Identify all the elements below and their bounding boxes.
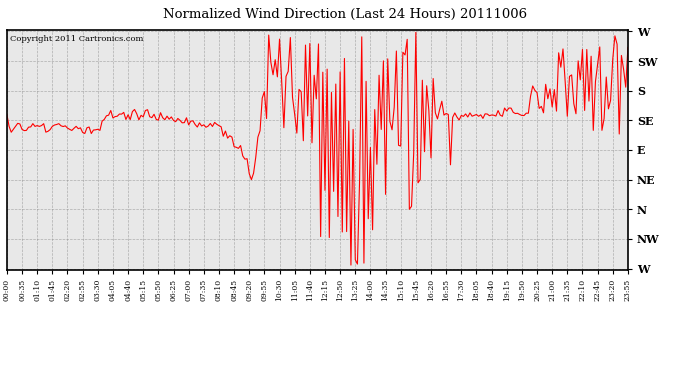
- Text: Normalized Wind Direction (Last 24 Hours) 20111006: Normalized Wind Direction (Last 24 Hours…: [163, 8, 527, 21]
- Text: Copyright 2011 Cartronics.com: Copyright 2011 Cartronics.com: [10, 35, 144, 43]
